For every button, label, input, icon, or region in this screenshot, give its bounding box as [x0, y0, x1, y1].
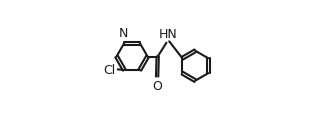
Text: N: N	[119, 27, 128, 40]
Text: O: O	[152, 80, 162, 93]
Text: HN: HN	[158, 28, 177, 40]
Text: Cl: Cl	[103, 63, 116, 76]
